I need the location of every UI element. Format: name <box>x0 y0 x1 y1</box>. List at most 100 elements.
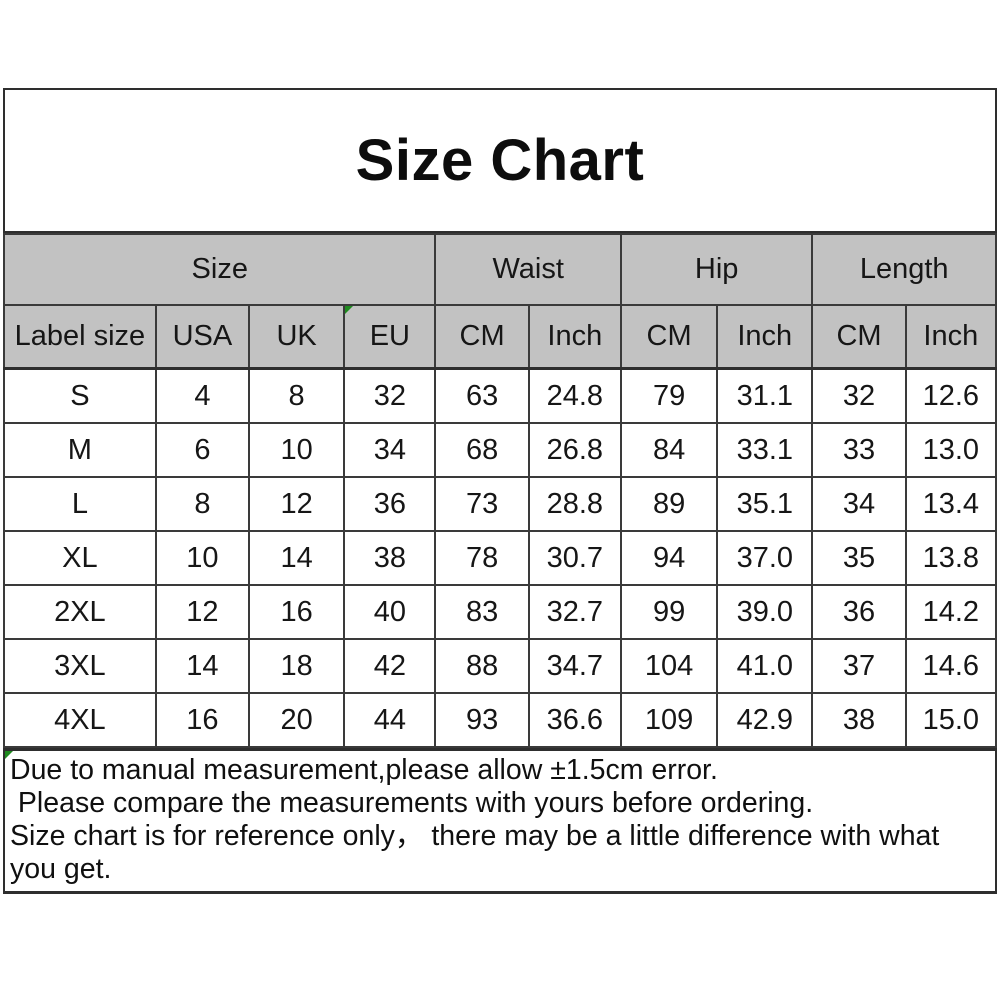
column-header-eu-label: EU <box>369 320 410 352</box>
cell: 31.1 <box>716 367 814 424</box>
cell: 18 <box>248 638 346 694</box>
cell: 28.8 <box>527 476 622 532</box>
cell: 12 <box>248 476 346 532</box>
cell: 78 <box>434 530 530 586</box>
cell: 38 <box>343 530 437 586</box>
cell: 36.6 <box>527 692 622 748</box>
row-label: M <box>3 422 157 478</box>
cell: 104 <box>619 638 719 694</box>
cell: 33.1 <box>716 422 814 478</box>
cell: 35.1 <box>716 476 814 532</box>
column-header-uk: UK <box>248 304 346 370</box>
cell: 83 <box>434 584 530 640</box>
cell: 4 <box>154 367 251 424</box>
cell: 93 <box>434 692 530 748</box>
size-chart-sheet: Size Chart Size Waist Hip Length Label s… <box>2 88 998 894</box>
cell: 16 <box>154 692 251 748</box>
cell: 42.9 <box>716 692 814 748</box>
cell: 16 <box>248 584 346 640</box>
table-row: 2XL 12 16 40 83 32.7 99 39.0 36 14.2 <box>3 584 998 640</box>
cell: 88 <box>434 638 530 694</box>
title-box: Size Chart <box>3 88 997 233</box>
row-label: 3XL <box>3 638 157 694</box>
note-reference-only: Size chart is for reference only， there … <box>10 820 948 885</box>
row-label: 2XL <box>3 584 157 640</box>
cell: 41.0 <box>716 638 814 694</box>
table-row: 4XL 16 20 44 93 36.6 109 42.9 38 15.0 <box>3 692 998 748</box>
size-table: Size Waist Hip Length Label size USA UK … <box>2 233 998 748</box>
notes-box: Due to manual measurement,please allow ±… <box>3 748 997 894</box>
column-header-hip-cm: CM <box>619 304 719 370</box>
group-header-size: Size <box>2 233 437 306</box>
cell: 13.8 <box>904 530 998 586</box>
column-header-length-inch: Inch <box>904 304 998 370</box>
cell: 10 <box>248 422 346 478</box>
cell: 40 <box>343 584 437 640</box>
cell: 34 <box>343 422 437 478</box>
cell: 36 <box>343 476 437 532</box>
cell: 33 <box>811 422 907 478</box>
cell: 84 <box>619 422 719 478</box>
comment-marker-icon <box>5 751 13 759</box>
cell: 14.6 <box>904 638 998 694</box>
cell: 24.8 <box>527 367 622 424</box>
cell: 44 <box>343 692 437 748</box>
cell: 12.6 <box>904 367 998 424</box>
column-header-usa: USA <box>154 304 251 370</box>
row-label: L <box>3 476 157 532</box>
column-header-row: Label size USA UK EU CM Inch CM Inch CM … <box>3 304 998 370</box>
row-label: S <box>3 367 157 424</box>
table-row: S 4 8 32 63 24.8 79 31.1 32 12.6 <box>3 367 998 424</box>
note-measurement-error: Due to manual measurement,please allow ±… <box>10 754 718 786</box>
cell: 79 <box>619 367 719 424</box>
cell: 36 <box>811 584 907 640</box>
table-row: 3XL 14 18 42 88 34.7 104 41.0 37 14.6 <box>3 638 998 694</box>
cell: 34 <box>811 476 907 532</box>
page-title: Size Chart <box>355 128 645 193</box>
cell: 38 <box>811 692 907 748</box>
cell: 15.0 <box>904 692 998 748</box>
cell: 12 <box>154 584 251 640</box>
cell: 89 <box>619 476 719 532</box>
cell: 37 <box>811 638 907 694</box>
comment-marker-icon <box>346 306 354 314</box>
cell: 30.7 <box>527 530 622 586</box>
table-row: M 6 10 34 68 26.8 84 33.1 33 13.0 <box>3 422 998 478</box>
group-header-hip: Hip <box>619 233 814 306</box>
cell: 73 <box>434 476 530 532</box>
column-header-waist-inch: Inch <box>527 304 622 370</box>
cell: 63 <box>434 367 530 424</box>
cell: 8 <box>154 476 251 532</box>
column-header-length-cm: CM <box>811 304 907 370</box>
cell: 14 <box>248 530 346 586</box>
column-header-hip-inch: Inch <box>716 304 814 370</box>
cell: 14.2 <box>904 584 998 640</box>
cell: 99 <box>619 584 719 640</box>
cell: 109 <box>619 692 719 748</box>
group-header-length: Length <box>811 233 997 306</box>
cell: 32.7 <box>527 584 622 640</box>
cell: 13.4 <box>904 476 998 532</box>
cell: 35 <box>811 530 907 586</box>
row-label: 4XL <box>3 692 157 748</box>
column-header-eu: EU <box>343 304 437 370</box>
column-header-label-size: Label size <box>3 304 157 370</box>
table-row: XL 10 14 38 78 30.7 94 37.0 35 13.8 <box>3 530 998 586</box>
column-header-waist-cm: CM <box>434 304 530 370</box>
cell: 34.7 <box>527 638 622 694</box>
row-label: XL <box>3 530 157 586</box>
cell: 13.0 <box>904 422 998 478</box>
cell: 14 <box>154 638 251 694</box>
cell: 32 <box>343 367 437 424</box>
cell: 94 <box>619 530 719 586</box>
cell: 26.8 <box>527 422 622 478</box>
cell: 42 <box>343 638 437 694</box>
cell: 37.0 <box>716 530 814 586</box>
cell: 8 <box>248 367 346 424</box>
cell: 39.0 <box>716 584 814 640</box>
note-compare-measurements: Please compare the measurements with you… <box>10 787 814 819</box>
cell: 6 <box>154 422 251 478</box>
cell: 10 <box>154 530 251 586</box>
cell: 68 <box>434 422 530 478</box>
group-header-row: Size Waist Hip Length <box>2 233 997 306</box>
